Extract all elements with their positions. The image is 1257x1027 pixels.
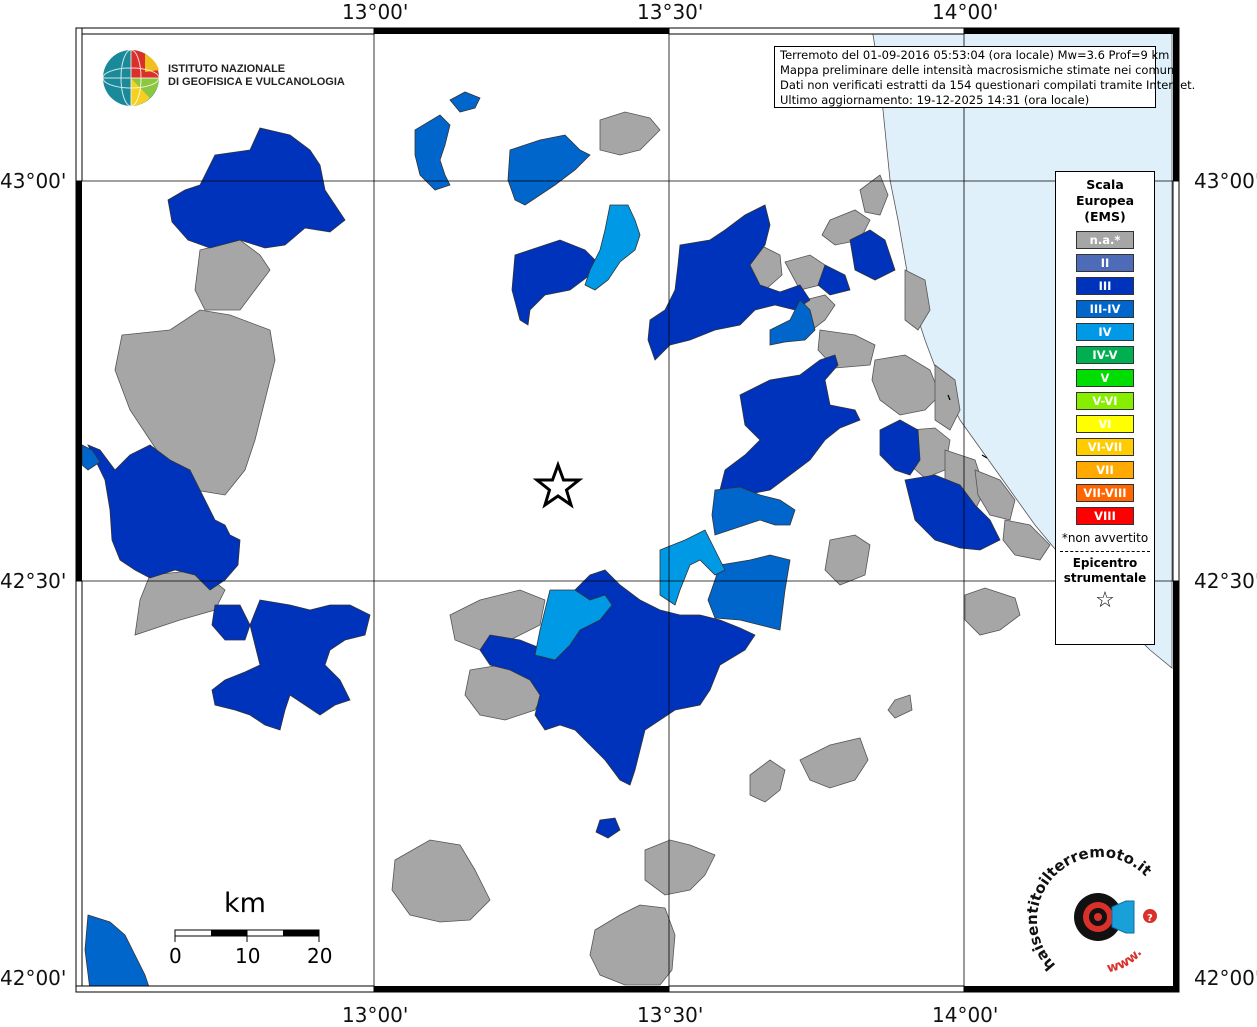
legend-title: Scala Europea (EMS) — [1056, 177, 1154, 225]
coord-bottom-1300: 13°00' — [342, 1003, 409, 1027]
ems-legend: Scala Europea (EMS) n.a.* II III III-IV IV IV… — [1055, 171, 1155, 645]
coord-top-1300: 13°00' — [342, 0, 409, 24]
legend-item: VII — [1076, 461, 1134, 479]
legend-epi-line2: strumentale — [1063, 571, 1147, 585]
info-line3: Dati non verificati estratti da 154 ques… — [780, 78, 1196, 92]
ingv-line2: DI GEOFISICA E VULCANOLOGIA — [168, 76, 345, 88]
legend-item: II — [1076, 254, 1134, 272]
legend-epicenter-label: Epicentro strumentale — [1056, 556, 1154, 586]
map-frame — [75, 27, 1180, 993]
info-line2: Mappa preliminare delle intensità macros… — [780, 63, 1178, 77]
scale-unit: km — [224, 888, 266, 919]
legend-item: VIII — [1076, 507, 1134, 525]
ingv-line1: ISTITUTO NAZIONALE — [168, 63, 286, 75]
scale-tick-10: 10 — [235, 944, 261, 968]
earthquake-info-box: Terremoto del 01-09-2016 05:53:04 (ora l… — [774, 46, 1196, 108]
epicenter-star — [532, 460, 584, 509]
legend-item: III — [1076, 277, 1134, 295]
legend-items: n.a.* II III III-IV IV IV-V V V-VI VI VI-VII VII VI… — [1056, 231, 1154, 525]
coord-left-4200: 42°00' — [0, 966, 67, 990]
legend-note: *non avvertito — [1061, 531, 1149, 545]
legend-star-icon: ☆ — [1095, 588, 1115, 613]
coord-left-4300: 43°00' — [0, 169, 67, 193]
legend-item: III-IV — [1076, 300, 1134, 318]
gray-areas — [114, 111, 1051, 986]
legend-item: VI — [1076, 415, 1134, 433]
coord-top-1400: 14°00' — [932, 0, 999, 24]
coord-top-1330: 13°30' — [637, 0, 704, 24]
coord-right-4200: 42°00' — [1194, 966, 1257, 990]
legend-item: V-VI — [1076, 392, 1134, 410]
legend-title-line2: Europea — [1075, 193, 1135, 208]
legend-separator — [1060, 551, 1150, 552]
brand-question-mark: ? — [1147, 913, 1153, 924]
intensity-III-IV-areas — [81, 91, 816, 991]
haisentito-logo-icon — [1064, 881, 1157, 953]
coord-bottom-1330: 13°30' — [637, 1003, 704, 1027]
ingv-logo-icon — [102, 49, 160, 107]
scale-bar — [174, 929, 320, 942]
graticule — [76, 28, 1179, 992]
legend-item: VII-VIII — [1076, 484, 1134, 502]
legend-title-line1: Scala — [1086, 177, 1124, 192]
legend-item: IV — [1076, 323, 1134, 341]
legend-item: IV-V — [1076, 346, 1134, 364]
legend-item: n.a.* — [1076, 231, 1134, 249]
legend-item: V — [1076, 369, 1134, 387]
info-line1: Terremoto del 01-09-2016 05:53:04 (ora l… — [780, 48, 1170, 62]
scale-tick-20: 20 — [307, 944, 333, 968]
intensity-IV-areas — [534, 204, 726, 661]
scale-tick-0: 0 — [169, 944, 182, 968]
legend-item: VI-VII — [1076, 438, 1134, 456]
coord-right-4230: 42°30' — [1194, 569, 1257, 593]
info-line4: Ultimo aggiornamento: 19-12-2025 14:31 (… — [780, 93, 1090, 107]
coast-mark — [981, 454, 988, 459]
intensity-III-areas — [87, 127, 1001, 839]
coast-mark — [947, 394, 951, 401]
legend-epi-line1: Epicentro — [1072, 556, 1138, 570]
coord-right-4300: 43°00' — [1194, 169, 1257, 193]
ingv-logo-text: ISTITUTO NAZIONALE DI GEOFISICA E VULCAN… — [168, 63, 345, 89]
legend-title-line3: (EMS) — [1084, 209, 1126, 224]
coord-bottom-1400: 14°00' — [932, 1003, 999, 1027]
coord-left-4230: 42°30' — [0, 569, 67, 593]
